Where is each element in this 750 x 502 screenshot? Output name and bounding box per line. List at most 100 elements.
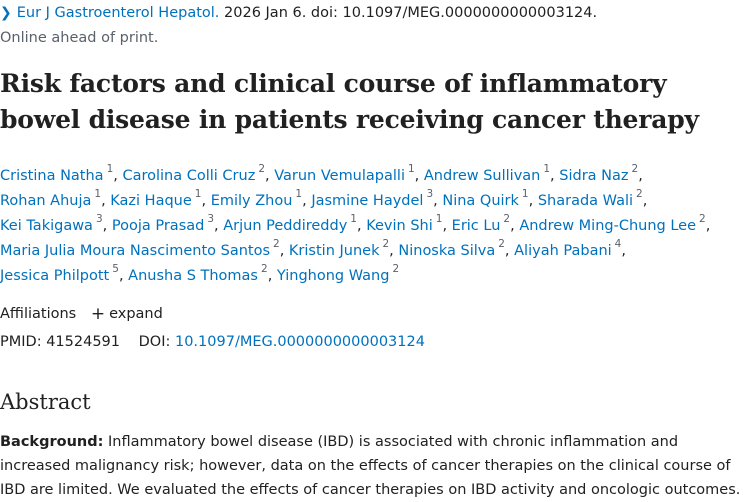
author-item: Eric Lu 2,	[451, 214, 515, 234]
author-name-link[interactable]: Kevin Shi	[366, 218, 433, 234]
author-affiliation-number[interactable]: 1	[94, 188, 102, 201]
author-affiliation-number[interactable]: 2	[503, 213, 511, 226]
author-name-link[interactable]: Arjun Peddireddy	[223, 218, 348, 234]
author-item: Kristin Junek 2,	[288, 239, 394, 259]
citation-details: 2026 Jan 6. doi: 10.1097/MEG.00000000000…	[224, 5, 598, 21]
author-separator: ,	[621, 243, 626, 259]
author-affiliation-number[interactable]: 5	[112, 263, 119, 276]
author-item: Maria Julia Moura Nascimento Santos 2,	[0, 239, 285, 259]
author-item: Jessica Philpott 5,	[0, 264, 124, 284]
author-item: Andrew Sullivan 1,	[423, 164, 555, 184]
author-affiliation-number[interactable]: 2	[258, 163, 265, 176]
author-affiliation-number[interactable]: 2	[636, 188, 643, 201]
author-item: Sidra Naz 2,	[559, 164, 643, 184]
author-separator: ,	[356, 218, 362, 234]
author-name-link[interactable]: Rohan Ahuja	[0, 193, 92, 209]
author-affiliation-number[interactable]: 2	[498, 238, 505, 251]
author-affiliation-number[interactable]: 1	[435, 213, 443, 226]
article-identifiers: PMID: 41524591 DOI: 10.1097/MEG.00000000…	[0, 332, 425, 352]
author-item: Anusha S Thomas 2,	[128, 264, 273, 284]
abstract-section-text: Inflammatory bowel disease (IBD) is asso…	[0, 434, 741, 498]
author-item: Emily Zhou 1,	[210, 189, 307, 209]
author-item: Aliyah Pabani 4,	[514, 239, 626, 259]
author-affiliation-number[interactable]: 1	[543, 163, 551, 176]
plus-icon[interactable]: +	[90, 304, 106, 324]
author-separator: ,	[433, 193, 438, 209]
author-name-link[interactable]: Sharada Wali	[537, 193, 634, 209]
doi-link[interactable]: 10.1097/MEG.0000000000003124	[174, 334, 425, 350]
author-name-link[interactable]: Jessica Philpott	[0, 268, 110, 284]
author-item: Rohan Ahuja 1,	[0, 189, 106, 209]
author-name-link[interactable]: Jasmine Haydel	[311, 193, 424, 209]
author-separator: ,	[279, 243, 285, 259]
author-affiliation-number[interactable]: 2	[382, 238, 390, 251]
author-name-link[interactable]: Varun Vemulapalli	[274, 168, 405, 184]
author-affiliation-number[interactable]: 3	[207, 213, 215, 226]
author-affiliation-number[interactable]: 1	[521, 188, 529, 201]
author-separator: ,	[267, 268, 273, 284]
author-item: Kei Takigawa 3,	[0, 214, 107, 234]
author-name-link[interactable]: Kazi Haque	[110, 193, 192, 209]
author-affiliation-number[interactable]: 1	[106, 163, 114, 176]
doi-label: DOI:	[138, 334, 171, 350]
expand-affiliations-button[interactable]: expand	[109, 306, 163, 322]
author-separator: ,	[442, 218, 448, 234]
author-separator: ,	[265, 168, 270, 184]
abstract-heading: Abstract	[0, 390, 91, 414]
author-name-link[interactable]: Sidra Naz	[559, 168, 629, 184]
author-affiliation-number[interactable]: 1	[295, 188, 303, 201]
author-affiliation-number[interactable]: 3	[426, 188, 434, 201]
author-affiliation-number[interactable]: 2	[261, 263, 268, 276]
author-item: Andrew Ming-Chung Lee 2,	[519, 214, 710, 234]
author-name-link[interactable]: Andrew Ming-Chung Lee	[519, 218, 696, 234]
pmid-label: PMID:	[0, 334, 42, 350]
author-name-link[interactable]: Yinghong Wang	[276, 268, 390, 284]
author-name-link[interactable]: Ninoska Silva	[398, 243, 496, 259]
author-affiliation-number[interactable]: 3	[95, 213, 103, 226]
author-separator: ,	[113, 168, 118, 184]
author-name-link[interactable]: Eric Lu	[451, 218, 501, 234]
chevron-right-icon[interactable]: ❯	[0, 5, 12, 21]
author-affiliation-number[interactable]: 2	[392, 263, 400, 276]
author-affiliation-number[interactable]: 4	[614, 238, 622, 251]
author-separator: ,	[638, 168, 643, 184]
author-item: Kevin Shi 1,	[366, 214, 448, 234]
author-item: Arjun Peddireddy 1,	[223, 214, 362, 234]
author-affiliation-number[interactable]: 1	[407, 163, 415, 176]
journal-name-link[interactable]: Eur J Gastroenterol Hepatol.	[16, 5, 220, 21]
author-separator: ,	[118, 268, 124, 284]
author-separator: ,	[642, 193, 648, 209]
author-name-link[interactable]: Emily Zhou	[210, 193, 293, 209]
author-separator: ,	[101, 193, 106, 209]
author-name-link[interactable]: Andrew Sullivan	[423, 168, 541, 184]
author-name-link[interactable]: Carolina Colli Cruz	[122, 168, 256, 184]
author-item: Yinghong Wang 2	[276, 264, 399, 284]
author-affiliation-number[interactable]: 1	[350, 213, 357, 226]
abstract-section-label: Background:	[0, 434, 104, 450]
author-separator: ,	[504, 243, 510, 259]
author-item: Jasmine Haydel 3,	[311, 189, 438, 209]
author-affiliation-number[interactable]: 2	[699, 213, 706, 226]
author-name-link[interactable]: Pooja Prasad	[111, 218, 205, 234]
author-affiliation-number[interactable]: 1	[194, 188, 202, 201]
author-item: Pooja Prasad 3,	[111, 214, 219, 234]
author-separator: ,	[302, 193, 307, 209]
author-name-link[interactable]: Kristin Junek	[288, 243, 380, 259]
author-affiliation-number[interactable]: 2	[273, 238, 280, 251]
author-separator: ,	[550, 168, 555, 184]
author-name-link[interactable]: Nina Quirk	[442, 193, 519, 209]
abstract-background: Background: Inflammatory bowel disease (…	[0, 430, 750, 502]
author-name-link[interactable]: Kei Takigawa	[0, 218, 93, 234]
author-name-link[interactable]: Anusha S Thomas	[128, 268, 258, 284]
author-name-link[interactable]: Maria Julia Moura Nascimento Santos	[0, 243, 271, 259]
author-item: Ninoska Silva 2,	[398, 239, 510, 259]
author-item: Nina Quirk 1,	[442, 189, 534, 209]
author-item: Kazi Haque 1,	[110, 189, 206, 209]
affiliations-label: Affiliations	[0, 306, 77, 322]
author-name-link[interactable]: Aliyah Pabani	[514, 243, 612, 259]
affiliations-row: Affiliations + expand	[0, 304, 163, 324]
author-affiliation-number[interactable]: 2	[631, 163, 639, 176]
author-separator: ,	[528, 193, 534, 209]
author-name-link[interactable]: Cristina Natha	[0, 168, 104, 184]
author-item: Carolina Colli Cruz 2,	[122, 164, 270, 184]
